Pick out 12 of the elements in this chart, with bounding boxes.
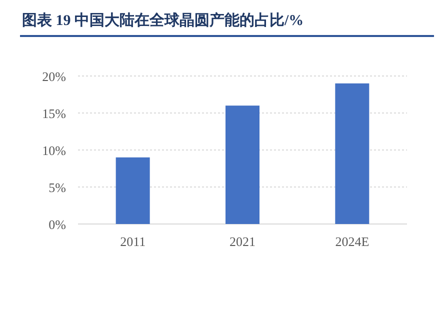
x-tick-label: 2024E bbox=[335, 234, 370, 249]
bar bbox=[226, 106, 260, 224]
chart-title: 图表 19 中国大陆在全球晶圆产能的占比/% bbox=[22, 12, 304, 29]
bar bbox=[335, 83, 370, 224]
y-tick-label: 5% bbox=[48, 180, 66, 195]
y-tick-label: 20% bbox=[42, 69, 66, 84]
y-tick-label: 15% bbox=[42, 106, 66, 121]
bar bbox=[116, 157, 150, 224]
x-tick-label: 2021 bbox=[230, 234, 256, 249]
y-tick-label: 0% bbox=[48, 217, 66, 232]
x-tick-label: 2011 bbox=[120, 234, 146, 249]
y-tick-label: 10% bbox=[42, 143, 66, 158]
